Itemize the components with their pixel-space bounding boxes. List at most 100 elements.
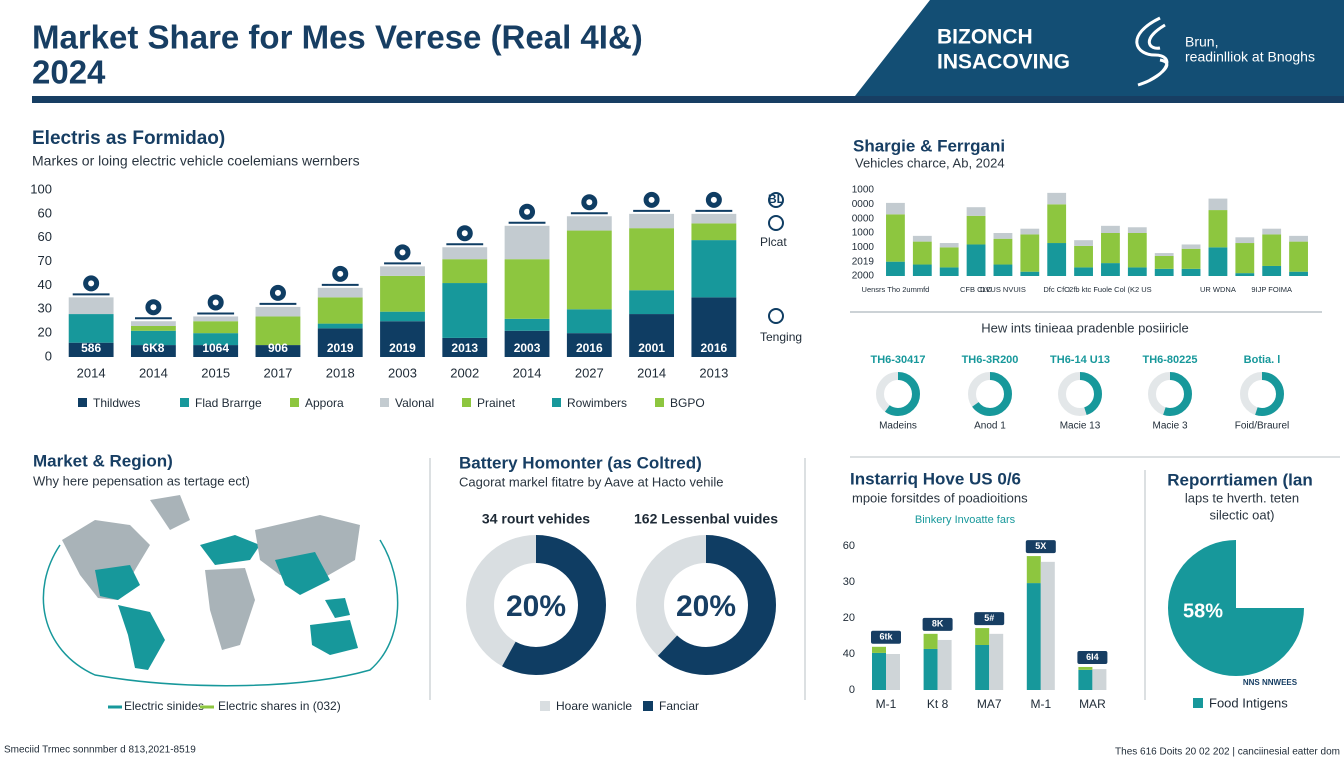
bar-segment [504,259,550,319]
legend-label: Electric sinides [124,699,204,713]
x-tick-label: Kt 8 [927,697,949,711]
y-tick-label: 40 [38,277,52,292]
tagline: Brun, [1185,34,1218,50]
bar-icon-dot [524,208,531,215]
pie-note: NNS NNWEES [1243,678,1298,687]
bar-segment [1181,248,1201,269]
section-subtitle: silectic oat) [1209,507,1274,522]
bar-segment [380,266,425,276]
legend-swatch [78,398,87,407]
bar-segment [442,337,488,357]
bar-icon-dot [461,230,468,237]
side-label: BL [768,192,784,206]
brand: BIZONCH [937,26,1033,49]
section-title: Electris as Formidao) [32,128,225,149]
donut-caption: Macie 13 [1060,421,1101,432]
x-tick-label: 2003 [388,365,417,380]
legend-swatch [380,398,389,407]
donut-title: 34 rourt vehides [482,511,590,527]
bar [975,628,990,645]
bar-segment [566,333,612,357]
bar [1026,556,1041,584]
y-tick-label: 1000 [852,242,875,253]
title: 2024 [32,54,106,91]
bar-label: 2016 [701,341,728,355]
bar-segment [1235,243,1255,274]
y-tick-label: 40 [843,648,855,660]
bar-segment [255,345,301,357]
bar-segment [1127,267,1147,276]
bar-segment [193,333,239,346]
section-subtitle: Why here pepensation as tertage ect) [33,473,250,488]
donut-title: 162 Lessenbal vuides [634,511,778,527]
title: Market Share for Mes Verese (Real 4I&) [32,19,643,56]
bar [886,654,900,690]
bar-label: 2019 [327,341,354,355]
x-tick-label: 2013 [699,365,728,380]
section-subtitle: laps te hverth. teten [1185,490,1299,505]
bar-segment [68,342,114,357]
bar-segment [993,233,1013,239]
bar-segment [939,267,959,276]
bar-segment [1074,240,1093,246]
bar-segment [255,306,301,317]
bar-label: 1064 [202,341,229,355]
bar-segment [1047,243,1067,276]
x-tick-label: CFB CLD [960,285,993,294]
bar-segment [691,223,737,241]
bar [1078,669,1093,690]
bar-icon-dot [648,196,655,203]
section-title: Market & Region) [33,451,173,470]
bar-segment [886,261,905,276]
bar-segment [912,241,932,265]
x-tick-label: 2014 [513,365,542,380]
y-tick-label: 0 [45,348,52,363]
y-tick-label: 30 [38,301,52,316]
y-tick-label: 20 [843,612,855,624]
bar-segment [912,264,932,276]
legend-label: Electric shares in (032) [218,699,341,713]
donut-caption: Macie 3 [1152,421,1187,432]
legend-swatch [462,398,471,407]
bar-segment [68,314,114,343]
x-tick-label: 2015 [201,365,230,380]
bar-segment [255,316,301,346]
y-tick-label: 0000 [852,199,875,210]
x-tick-label: 2018 [326,365,355,380]
y-tick-label: 2000 [852,271,875,282]
legend-swatch [540,701,550,711]
bar-segment [130,345,176,357]
bar-segment [912,235,932,242]
side-label: Tenging [760,330,802,344]
bar-segment [1101,225,1120,233]
bar-segment [886,202,905,215]
bar [923,633,938,649]
bar-segment [993,264,1013,276]
bar-segment [193,321,239,334]
bar-segment [1127,227,1147,233]
bar [1026,583,1041,690]
y-tick-label: 1000 [852,185,875,196]
bar-label-tag [974,612,1005,626]
bar [1040,561,1055,690]
y-tick-label: 60 [38,229,52,244]
bar-segment [504,225,550,260]
bar-segment [629,290,675,315]
bar-segment [629,228,675,291]
side-icon [768,308,784,324]
x-tick-label: M-1 [876,697,897,711]
bar-segment [966,215,986,245]
x-tick-label: 2fb ktc Fuole Col (K2 US [1069,285,1152,294]
bar-segment [1154,253,1174,256]
bar-segment [691,240,737,298]
bar-icon-dot [399,249,406,256]
bar-segment [317,287,363,298]
bar [937,639,952,690]
section-subtitle: Markes or loing electric vehicle coelemi… [32,153,360,169]
donut-center: 20% [676,590,736,623]
bar-segment [504,318,550,331]
x-tick-label: 2014 [139,365,168,380]
bar-icon-dot [586,199,593,206]
footer: Thes 616 Doits 20 02 202 | canciinesial … [1115,747,1340,758]
